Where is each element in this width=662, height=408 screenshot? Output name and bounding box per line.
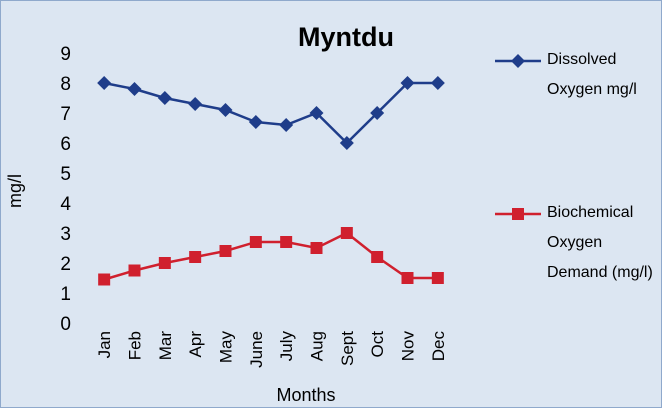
y-tick-label: 2 xyxy=(60,254,71,275)
y-tick-label: 9 xyxy=(60,44,71,65)
marker xyxy=(189,251,202,263)
y-tick-label: 1 xyxy=(60,284,71,305)
x-tick-label: June xyxy=(247,331,266,368)
x-tick-label: May xyxy=(217,331,236,364)
y-tick-label: 6 xyxy=(60,134,71,155)
y-tick-label: 7 xyxy=(60,104,71,125)
marker xyxy=(339,136,354,150)
marker xyxy=(98,273,111,286)
series-line xyxy=(103,81,438,145)
x-tick-label: Dec xyxy=(429,331,448,362)
x-tick-label: Mar xyxy=(156,331,175,361)
marker xyxy=(370,106,385,120)
marker xyxy=(310,242,323,254)
marker xyxy=(188,97,203,111)
y-tick-label: 4 xyxy=(60,194,71,215)
marker xyxy=(431,272,444,284)
marker xyxy=(511,54,525,68)
marker xyxy=(128,264,141,277)
marker xyxy=(158,257,171,269)
marker xyxy=(430,76,445,90)
series-line xyxy=(103,231,438,281)
y-tick-label: 5 xyxy=(60,164,71,185)
y-tick-label: 8 xyxy=(60,74,71,95)
x-tick-label: Apr xyxy=(186,331,205,358)
marker xyxy=(248,115,263,129)
x-tick-label: Feb xyxy=(126,331,145,360)
marker xyxy=(127,82,142,96)
marker xyxy=(400,76,415,90)
chart-title: Myntdu xyxy=(298,22,394,52)
x-tick-label: Nov xyxy=(399,331,418,362)
x-axis-label: Months xyxy=(276,385,335,405)
marker xyxy=(309,106,324,120)
marker xyxy=(371,251,384,263)
marker xyxy=(218,103,233,117)
y-tick-label: 0 xyxy=(60,314,71,335)
legend-label: Biochemical Oxygen Demand (mg/l) xyxy=(547,204,653,281)
x-tick-label: Oct xyxy=(368,331,387,358)
marker xyxy=(401,272,414,284)
x-tick-label: Jan xyxy=(95,331,114,358)
x-tick-label: July xyxy=(277,331,296,362)
y-tick-label: 3 xyxy=(60,224,71,245)
marker xyxy=(249,236,262,248)
x-tick-label: Sept xyxy=(338,331,357,366)
marker xyxy=(280,236,293,248)
marker xyxy=(512,208,524,220)
x-tick-label: Aug xyxy=(308,331,327,361)
marker xyxy=(157,91,172,105)
marker xyxy=(97,76,112,90)
marker xyxy=(219,245,232,257)
marker xyxy=(340,227,353,239)
marker xyxy=(279,118,294,132)
legend-label: Dissolved Oxygen mg/l xyxy=(547,51,637,98)
y-axis-label: mg/l xyxy=(5,174,25,208)
